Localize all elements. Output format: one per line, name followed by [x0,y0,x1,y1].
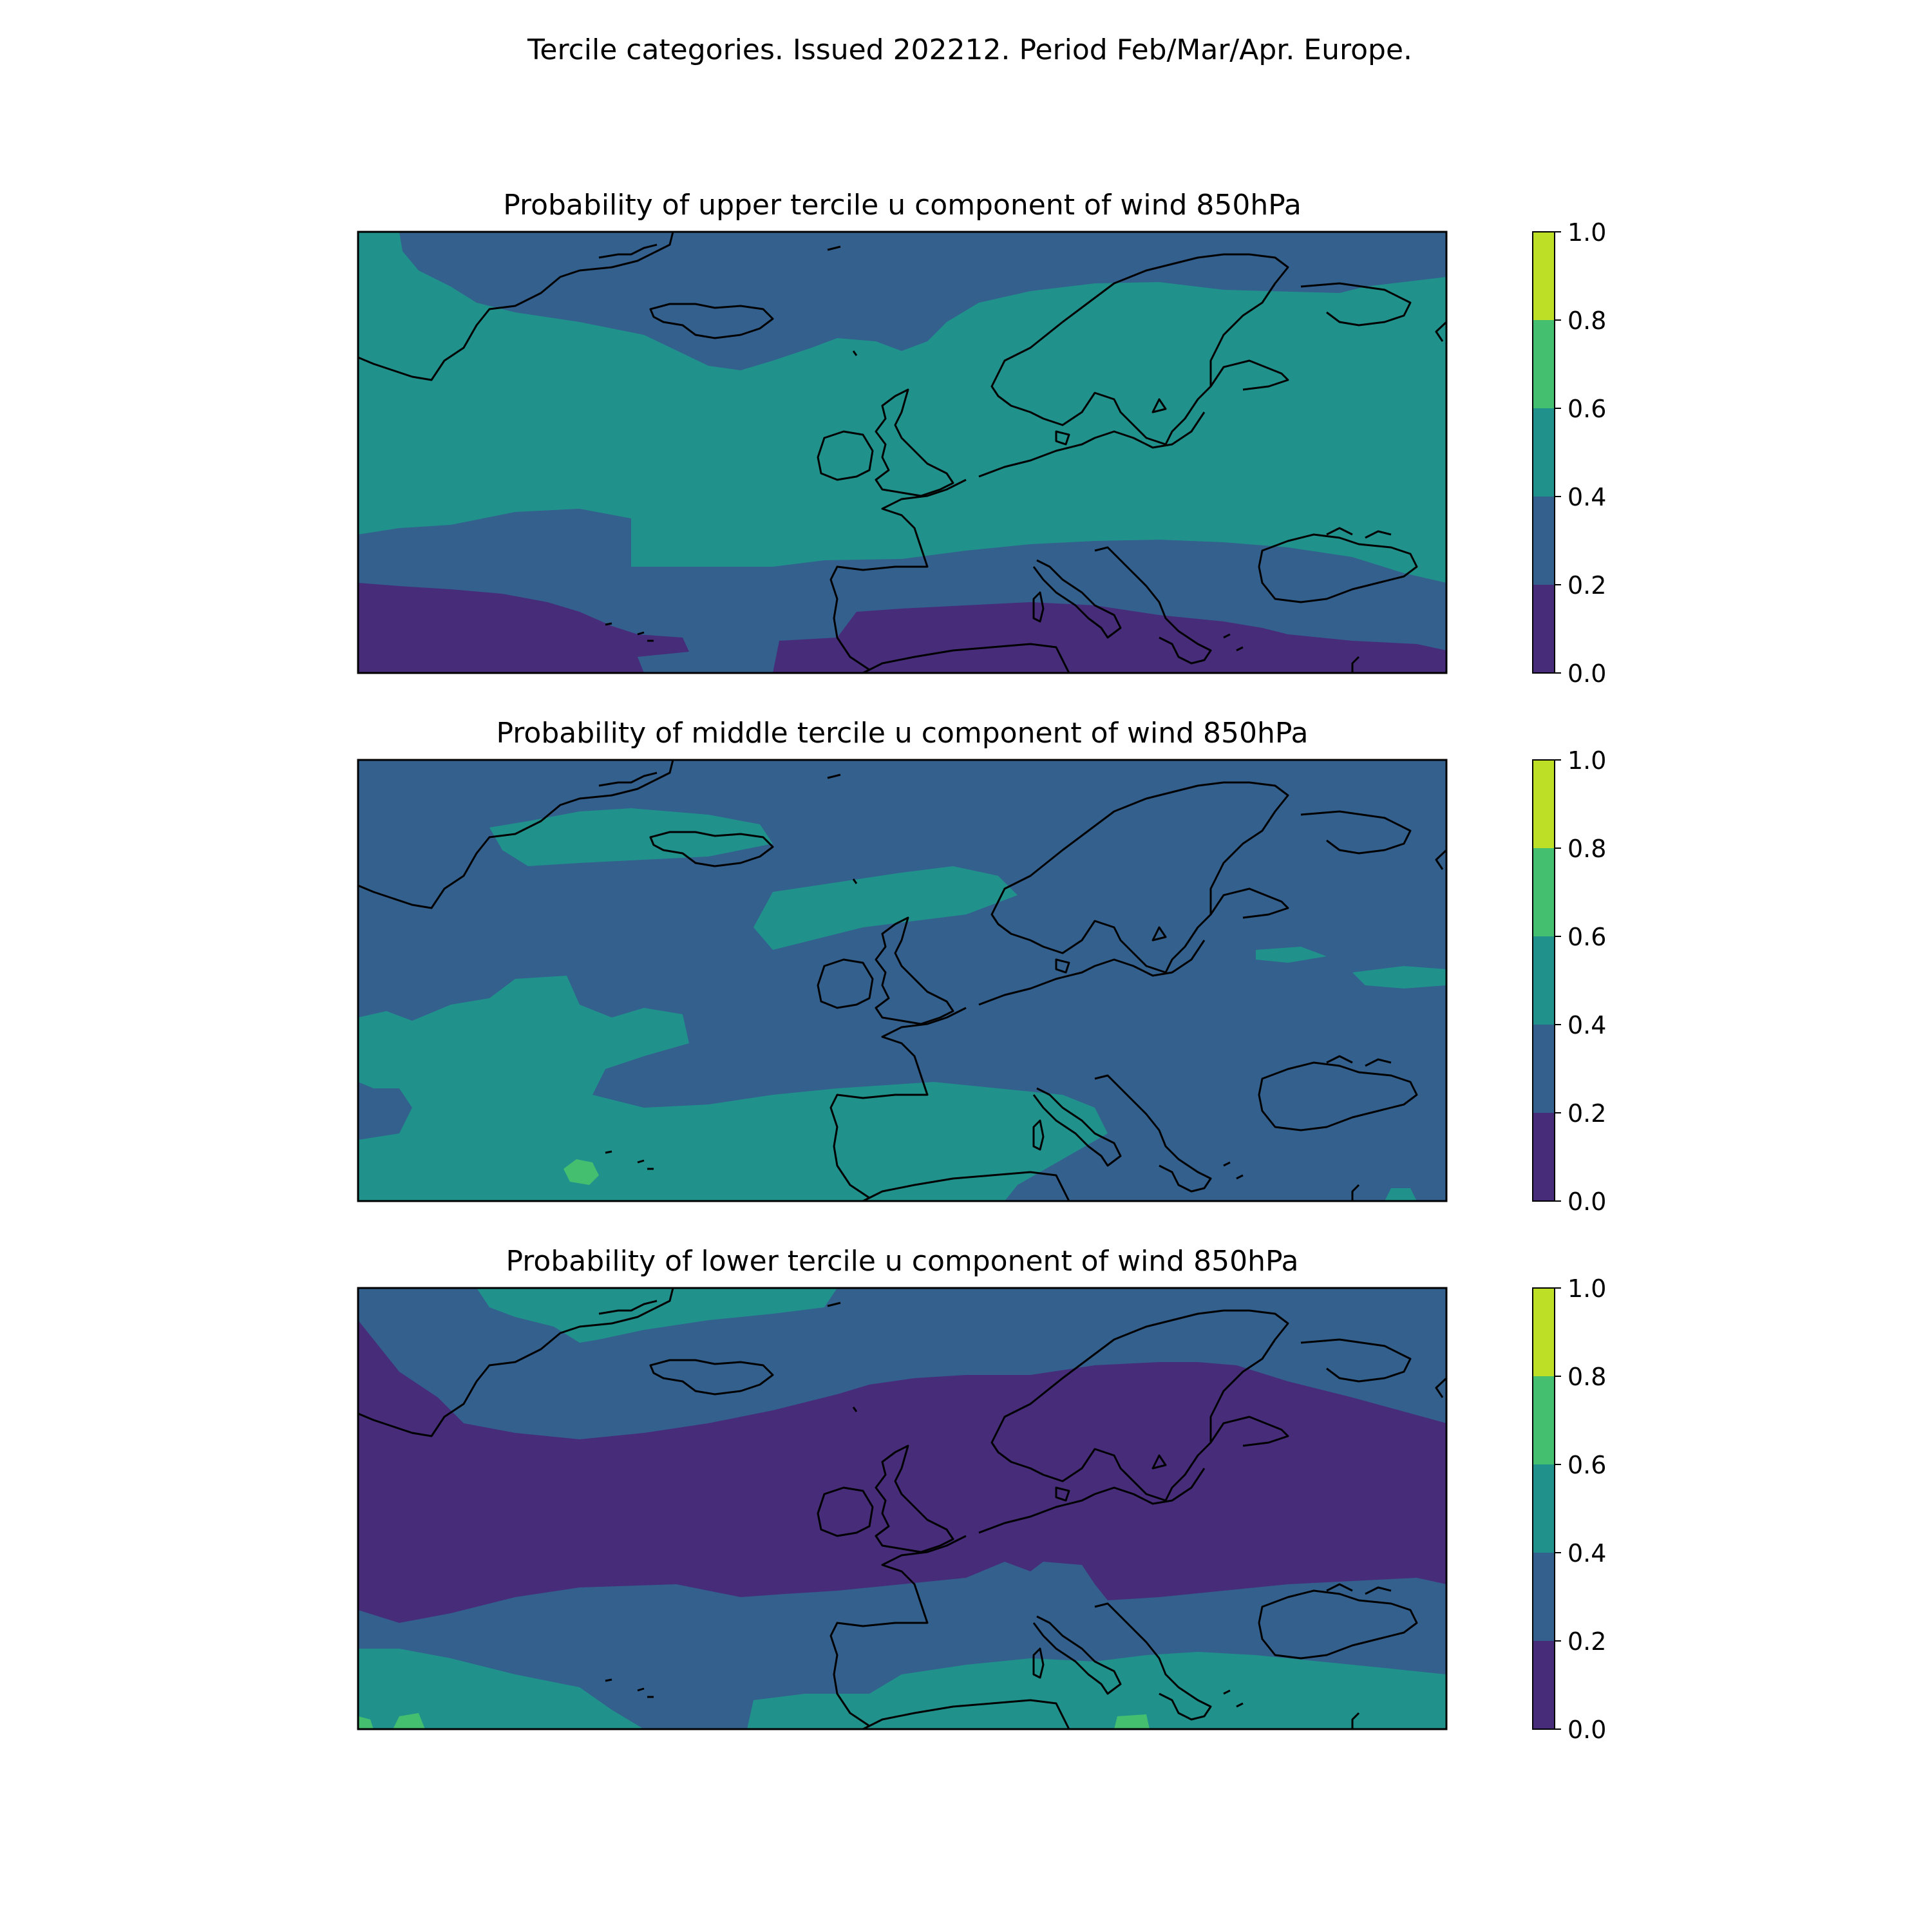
colorbar-segment [1533,760,1555,848]
colorbar-tick-label: 1.0 [1567,218,1606,247]
colorbar-tick-label: 1.0 [1567,746,1606,775]
map-lower-tercile [358,1288,1446,1729]
figure-title: Tercile categories. Issued 202212. Perio… [527,33,1412,66]
colorbar-tick-label: 0.4 [1567,1539,1606,1567]
contour-band-mid-caspian [1352,966,1446,989]
contour-band-mid-russia [1256,947,1327,963]
contour-band-high-libya [1114,1714,1150,1729]
colorbar-tick-label: 0.0 [1567,659,1606,688]
contour-band-high-sw [393,1713,425,1729]
colorbar-tick-label: 1.0 [1567,1274,1606,1303]
colorbar-segment [1533,1025,1555,1113]
colorbar-segment [1533,1376,1555,1464]
colorbar-tick-label: 0.4 [1567,1011,1606,1039]
map-upper-tercile [358,232,1446,673]
contour-band-low-med-south [747,1652,1446,1729]
colorbar-segment [1533,497,1555,585]
colorbar-lower: 0.0 0.2 0.4 0.6 0.8 1.0 [1532,1274,1606,1744]
colorbar-tick-label: 0.2 [1567,1627,1606,1656]
contour-band-mid-southwest [358,976,1108,1201]
contour-band-lowest-west [358,583,689,673]
panel-upper-tercile: Probability of upper tercile u component… [357,189,1606,688]
colorbar-tick-label: 0.4 [1567,483,1606,511]
colorbar-frame [1532,1287,1555,1730]
panel-lower-tercile: Probability of lower tercile u component… [357,1245,1606,1744]
contour-band-lowest-med [773,602,1446,673]
colorbar-tick-label: 0.8 [1567,835,1606,863]
panel-title-lower: Probability of lower tercile u component… [506,1245,1299,1278]
map-middle-tercile [358,760,1446,1201]
colorbar-tick-label: 0.8 [1567,307,1606,335]
colorbar-tick-label: 0.2 [1567,1099,1606,1128]
map-frame [357,759,1448,1202]
colorbar-segment [1533,1288,1555,1376]
colorbar-segment [1533,1113,1555,1201]
colorbar-segment [1533,585,1555,673]
map-frame [357,1287,1448,1730]
colorbar-tick-label: 0.8 [1567,1363,1606,1391]
colorbar-segment [1533,408,1555,497]
colorbar-tick-label: 0.6 [1567,923,1606,951]
colorbar-middle: 0.0 0.2 0.4 0.6 0.8 1.0 [1532,746,1606,1216]
colorbar-tick-label: 0.6 [1567,1451,1606,1479]
panel-middle-tercile: Probability of middle tercile u componen… [357,717,1606,1216]
contour-band-mid-north-atlantic [489,808,773,866]
contour-band-low-north [399,232,1446,370]
colorbar-tick-label: 0.2 [1567,571,1606,600]
contour-band-high-far-sw [358,1716,374,1729]
contour-band-mid-north-sea [753,866,1018,950]
colorbar-segment [1533,232,1555,320]
map-frame [357,231,1448,674]
contour-band-low-arctic [477,1288,837,1343]
contour-band-lowest-central [358,1320,1446,1623]
colorbar-tick-label: 0.6 [1567,395,1606,423]
colorbar-tick-label: 0.0 [1567,1188,1606,1216]
colorbar-frame [1532,231,1555,674]
colorbar-frame [1532,759,1555,1202]
colorbar-segment [1533,1641,1555,1729]
colorbar-upper: 0.0 0.2 0.4 0.6 0.8 1.0 [1532,218,1606,688]
colorbar-segment [1533,848,1555,936]
colorbar-segment [1533,1464,1555,1553]
colorbar-tick-label: 0.0 [1567,1716,1606,1744]
contour-band-mid-se-patch [1385,1188,1417,1201]
colorbar-segment [1533,320,1555,408]
colorbar-segment [1533,1553,1555,1641]
panel-title-upper: Probability of upper tercile u component… [503,189,1302,222]
contour-band-mid-high-patch [564,1159,599,1185]
panel-title-middle: Probability of middle tercile u componen… [497,717,1309,750]
colorbar-segment [1533,936,1555,1025]
contour-band-low-sw [358,1649,644,1729]
